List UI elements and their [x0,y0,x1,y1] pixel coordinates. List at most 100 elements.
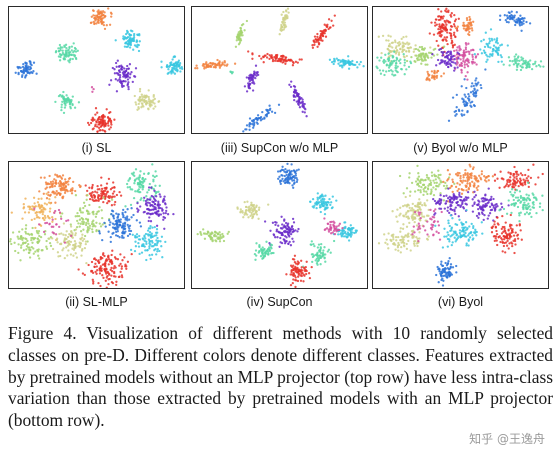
point [48,182,51,186]
point [14,71,17,74]
point [527,194,531,197]
point [125,45,128,49]
point [412,242,416,245]
point [26,239,29,243]
point [255,210,258,213]
point [288,235,291,238]
point [125,182,129,186]
point [142,243,145,246]
point [258,117,262,120]
point [150,208,153,212]
point [74,233,77,237]
point [390,50,394,53]
point [323,23,326,26]
point [214,64,217,67]
point [159,213,163,216]
point [58,225,61,229]
point [449,198,452,202]
point [389,45,392,48]
point [292,272,295,275]
point [467,42,470,45]
panel-sl [8,6,185,134]
point [468,33,471,37]
point [523,213,527,216]
point [452,198,455,202]
point [445,271,448,274]
point [97,19,100,22]
point [516,179,520,182]
point [128,76,132,79]
point [434,224,437,227]
point [469,24,473,27]
point [525,20,528,24]
point [323,212,327,216]
point [110,258,113,262]
point [134,245,138,248]
point [513,251,516,255]
point [514,23,517,27]
point [164,211,167,215]
point [265,108,268,112]
point [281,165,284,168]
point [473,202,476,206]
point [158,203,161,207]
point [411,236,414,239]
point [537,176,540,179]
point [283,21,287,24]
point [468,163,471,166]
point [432,193,436,197]
point [119,253,122,256]
point [126,78,130,81]
point [43,214,47,218]
point [522,207,525,211]
point [253,212,256,216]
point [115,72,119,75]
point [483,213,486,217]
point [522,19,525,23]
point [120,274,124,277]
point [454,18,458,21]
point [447,233,450,237]
point [342,64,345,67]
point [82,228,85,231]
point [403,64,406,67]
point [242,130,245,133]
point [333,57,336,61]
point [381,34,385,38]
point [510,188,514,191]
point [331,195,334,198]
point [405,247,409,251]
point [459,48,462,51]
point [480,221,483,224]
point [418,185,421,188]
point [59,185,63,188]
point [418,227,422,230]
point [158,184,161,187]
point [63,101,66,105]
point [68,176,72,180]
point [142,199,145,202]
point [117,275,121,279]
point [221,232,224,236]
point [534,183,537,186]
point [165,206,168,209]
point [128,185,132,189]
point [140,184,143,187]
point [464,48,468,51]
point [485,204,488,207]
point [254,258,257,261]
point [150,186,153,189]
point [496,216,499,219]
point [406,203,410,206]
point [137,102,140,106]
point [445,184,448,187]
point [99,20,103,23]
point [195,64,198,67]
point [427,184,430,187]
point [61,249,64,252]
point [134,168,138,171]
point [34,211,37,215]
point [507,204,510,207]
point [514,184,517,187]
point [451,41,454,44]
